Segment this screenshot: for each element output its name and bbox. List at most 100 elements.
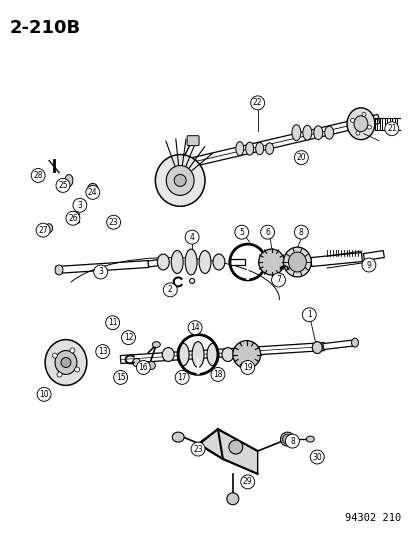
Circle shape: [114, 370, 127, 384]
Circle shape: [271, 273, 286, 287]
Ellipse shape: [347, 108, 375, 140]
Circle shape: [356, 131, 360, 135]
Ellipse shape: [256, 142, 264, 155]
Circle shape: [294, 225, 308, 239]
Text: 17: 17: [177, 373, 187, 382]
Text: 15: 15: [116, 373, 125, 382]
Circle shape: [191, 442, 205, 456]
Text: 4: 4: [190, 232, 195, 241]
Text: 18: 18: [213, 370, 223, 379]
Polygon shape: [164, 115, 380, 173]
Circle shape: [107, 215, 121, 229]
Text: 27: 27: [38, 225, 48, 235]
Text: 8: 8: [299, 228, 304, 237]
Ellipse shape: [266, 143, 273, 155]
Text: 10: 10: [39, 390, 49, 399]
Text: 3: 3: [78, 201, 82, 210]
Ellipse shape: [281, 432, 294, 446]
Ellipse shape: [177, 343, 189, 366]
Ellipse shape: [174, 174, 186, 187]
Text: 28: 28: [33, 171, 43, 180]
Text: 24: 24: [88, 188, 98, 197]
Circle shape: [235, 225, 249, 239]
Circle shape: [56, 179, 70, 192]
Text: 7: 7: [276, 276, 281, 285]
Circle shape: [367, 125, 371, 129]
Polygon shape: [323, 340, 357, 350]
Circle shape: [175, 370, 189, 384]
Ellipse shape: [61, 358, 71, 367]
Ellipse shape: [46, 224, 53, 233]
Circle shape: [37, 387, 51, 401]
Circle shape: [241, 475, 255, 489]
Ellipse shape: [283, 247, 311, 277]
Text: 29: 29: [243, 478, 253, 487]
Polygon shape: [200, 429, 258, 474]
Circle shape: [75, 367, 80, 372]
Circle shape: [66, 211, 80, 225]
Ellipse shape: [157, 254, 169, 270]
Ellipse shape: [166, 166, 194, 196]
Text: 26: 26: [68, 214, 78, 223]
Polygon shape: [230, 259, 245, 265]
Circle shape: [31, 168, 45, 182]
Polygon shape: [364, 251, 384, 261]
Ellipse shape: [306, 436, 314, 442]
Circle shape: [283, 434, 293, 444]
Text: 30: 30: [312, 453, 322, 462]
Text: 16: 16: [139, 363, 148, 372]
Ellipse shape: [199, 251, 211, 273]
Circle shape: [185, 230, 199, 244]
Text: 11: 11: [108, 318, 117, 327]
Text: 9: 9: [366, 261, 371, 270]
Text: 14: 14: [190, 323, 200, 332]
Text: 6: 6: [265, 228, 270, 237]
Polygon shape: [56, 261, 149, 273]
Polygon shape: [148, 259, 163, 267]
Ellipse shape: [229, 440, 243, 454]
Text: 20: 20: [297, 153, 306, 162]
Text: 13: 13: [98, 347, 107, 356]
Ellipse shape: [259, 249, 284, 275]
Ellipse shape: [55, 351, 77, 375]
Circle shape: [362, 112, 366, 116]
Circle shape: [385, 122, 399, 136]
Ellipse shape: [236, 142, 244, 156]
Wedge shape: [246, 262, 249, 280]
Ellipse shape: [172, 432, 184, 442]
Circle shape: [303, 308, 316, 322]
Polygon shape: [311, 253, 362, 266]
Circle shape: [241, 360, 255, 375]
Circle shape: [94, 265, 107, 279]
Circle shape: [211, 367, 225, 382]
Ellipse shape: [45, 340, 87, 385]
Circle shape: [351, 118, 354, 123]
Ellipse shape: [171, 251, 183, 273]
Circle shape: [147, 361, 155, 369]
Circle shape: [294, 151, 308, 165]
Circle shape: [70, 348, 75, 353]
FancyBboxPatch shape: [187, 136, 199, 146]
Ellipse shape: [207, 343, 219, 366]
Text: 2-210B: 2-210B: [9, 19, 81, 37]
Text: 8: 8: [290, 437, 295, 446]
Ellipse shape: [312, 342, 322, 353]
Circle shape: [73, 198, 87, 212]
Ellipse shape: [55, 265, 63, 275]
Circle shape: [251, 96, 265, 110]
Wedge shape: [196, 354, 200, 375]
Ellipse shape: [222, 348, 234, 361]
Text: 23: 23: [109, 218, 118, 227]
Text: 2: 2: [168, 285, 173, 294]
Circle shape: [137, 360, 150, 375]
Ellipse shape: [162, 348, 174, 361]
Ellipse shape: [354, 116, 368, 132]
Circle shape: [261, 225, 275, 239]
Ellipse shape: [314, 126, 323, 140]
Ellipse shape: [152, 342, 160, 348]
Circle shape: [52, 353, 57, 358]
Circle shape: [310, 450, 324, 464]
Circle shape: [122, 330, 135, 345]
Text: 3: 3: [98, 268, 103, 277]
Circle shape: [362, 258, 376, 272]
